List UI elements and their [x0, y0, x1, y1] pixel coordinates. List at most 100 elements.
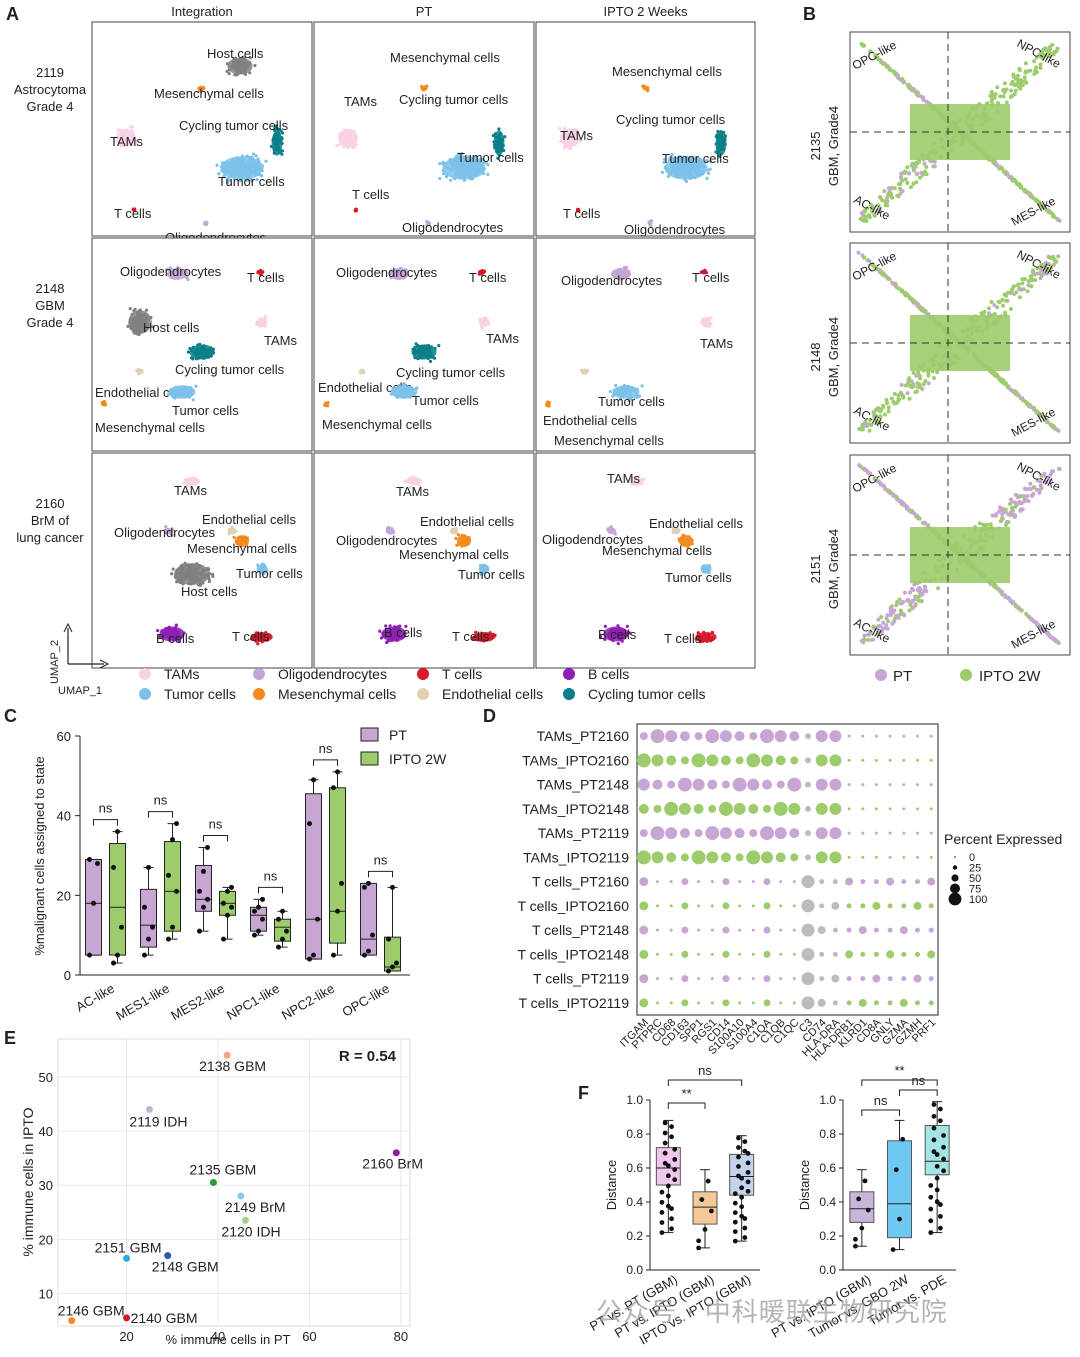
umap-column-title: Integration	[171, 4, 232, 19]
state-dot	[860, 427, 865, 432]
umap-cluster-label: TAMs	[700, 336, 733, 351]
umap-cluster-dot	[481, 157, 485, 162]
umap-cluster-core	[227, 57, 253, 75]
state-dot	[932, 164, 937, 169]
umap-cluster-dot	[232, 535, 236, 540]
c-point	[115, 829, 120, 835]
umap-cluster-dot	[171, 567, 175, 571]
state-dot	[1013, 513, 1017, 518]
umap-cluster-core	[323, 401, 329, 407]
state-dot	[1021, 287, 1026, 292]
umap-cluster-label: Tumor cells	[412, 393, 479, 408]
state-dot	[1013, 88, 1018, 93]
c-sig-bracket	[148, 811, 173, 818]
umap-cluster-dot	[428, 359, 433, 363]
c-point	[256, 928, 261, 934]
state-dot	[1050, 212, 1055, 217]
umap-cluster-dot	[486, 163, 490, 167]
umap-cluster-dot	[497, 127, 501, 131]
legend-swatch	[417, 688, 429, 700]
c-point	[170, 924, 175, 930]
umap-cluster-dot	[456, 533, 461, 537]
umap-cluster-label: B cells	[384, 625, 423, 640]
state-dot	[989, 90, 994, 94]
umap-cluster-dot	[227, 72, 231, 76]
legend-label: TAMs	[164, 666, 200, 682]
state-dot	[1025, 289, 1030, 294]
umap-cluster-core	[426, 220, 430, 226]
state-dot	[1032, 72, 1037, 76]
umap-cluster-label: Cycling tumor cells	[175, 362, 285, 377]
state-dot	[1020, 281, 1025, 286]
state-dot	[915, 171, 919, 176]
state-dot	[990, 513, 995, 518]
umap-cluster-label: TAMs	[174, 483, 207, 498]
umap-cluster-label: Mesenchymal cells	[154, 86, 264, 101]
umap-column-title: IPTO 2 Weeks	[603, 4, 688, 19]
c-point	[197, 928, 202, 934]
umap-cluster-dot	[126, 324, 130, 328]
umap-cluster-dot	[245, 178, 249, 182]
state-dot	[936, 586, 941, 591]
umap-cluster-dot	[191, 357, 195, 361]
umap-cluster-label: Tumor cells	[457, 150, 524, 165]
umap-cluster-core	[700, 316, 712, 328]
state-dot	[924, 172, 929, 177]
state-dot	[1016, 84, 1021, 89]
state-dot	[913, 164, 918, 169]
umap-cluster-dot	[484, 161, 488, 165]
umap-cluster	[478, 316, 491, 330]
state-row-label: GBM, Grade4	[826, 317, 841, 397]
state-dot	[1009, 497, 1013, 502]
c-point	[307, 821, 312, 827]
umap-cluster	[165, 266, 190, 282]
state-dot	[889, 191, 893, 196]
umap-row-label: Astrocytoma	[14, 82, 87, 97]
umap-cluster	[575, 207, 581, 213]
state-dot	[989, 300, 994, 304]
umap-cluster-dot	[717, 154, 721, 158]
state-dot	[1055, 46, 1060, 51]
umap-cluster-dot	[335, 143, 339, 147]
umap-cluster-label: Oligodendrocytes	[336, 533, 438, 548]
umap-cluster-dot	[480, 326, 484, 330]
umap-cluster-dot	[255, 178, 259, 182]
state-dot	[888, 606, 893, 611]
state-dot	[1028, 274, 1033, 279]
umap-cluster-core	[358, 369, 366, 375]
c-point	[221, 900, 226, 906]
state-dot	[898, 608, 903, 613]
umap-cluster-dot	[496, 156, 500, 160]
umap-cluster-dot	[663, 157, 667, 161]
umap-cluster-label: B cells	[598, 627, 637, 642]
state-dot	[923, 521, 928, 526]
umap-cluster	[358, 368, 366, 375]
state-dot	[992, 582, 997, 587]
state-dot	[1057, 467, 1062, 472]
state-dot	[860, 466, 865, 471]
state-dot	[906, 597, 911, 602]
umap-cluster-label: Endothelial cells	[543, 413, 637, 428]
legend-swatch	[417, 668, 429, 680]
c-point	[252, 932, 257, 938]
c-sig-label: ns	[209, 817, 223, 832]
umap-cluster-dot	[260, 174, 264, 178]
state-row-label: 2135	[808, 132, 823, 161]
state-dot	[1051, 254, 1056, 259]
legend-label: Endothelial cells	[442, 686, 543, 702]
umap-cluster-core	[642, 85, 650, 91]
umap-cluster-dot	[252, 152, 256, 156]
state-dot	[891, 400, 896, 404]
c-sig-label: ns	[264, 868, 278, 883]
c-sig-bracket	[203, 835, 228, 842]
umap-cluster-core	[390, 385, 418, 399]
umap-cluster	[438, 152, 490, 182]
umap-cluster	[269, 124, 285, 156]
umap-cluster-label: Oligodendrocytes	[120, 264, 222, 279]
state-dot	[910, 161, 915, 166]
umap-cluster-dot	[385, 640, 389, 645]
state-dot	[1051, 469, 1056, 474]
